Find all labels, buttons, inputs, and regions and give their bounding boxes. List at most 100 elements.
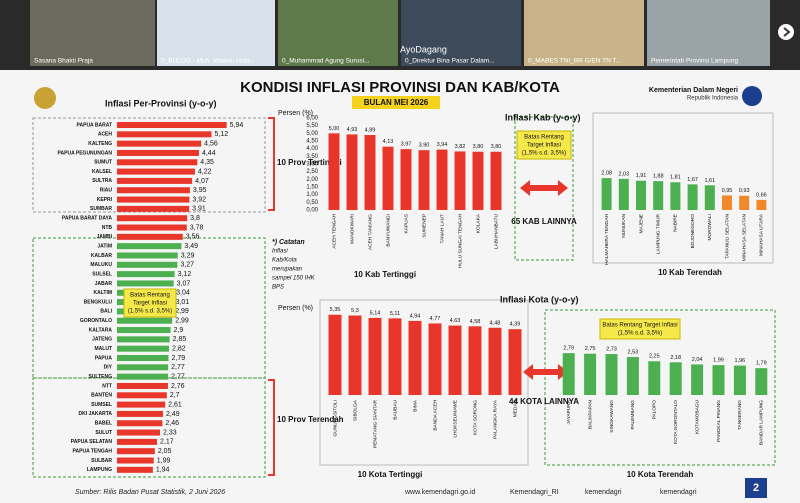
category-label: SUMBAR [90,206,112,212]
bar [490,151,502,210]
tile[interactable] [401,0,521,66]
website[interactable]: www.kemendagri.go.id [404,489,476,496]
category-label: KEPRI [97,197,113,203]
category-label: TAPANULI SELATAN [724,213,730,259]
category-label: PANGKAL PINANG [716,400,722,442]
bar [687,184,698,210]
others-label: 65 KAB LAINNYA [511,217,577,226]
bar [117,271,175,278]
bar [605,354,618,395]
value-label: 2,75 [585,346,596,352]
category-label: MINAHASA SELATAN [741,213,747,261]
category-label: NUNUKAN [621,213,627,237]
bar [448,325,462,395]
group-box [544,309,776,466]
category-label: SULUT [95,430,112,436]
tile-text: AyoDagang [400,44,447,54]
category-label: KALSEL [92,169,112,175]
value-label: 2,61 [168,401,182,408]
value-label: 3,04 [176,290,190,297]
category-label: JABAR [95,281,113,287]
value-label: 3,12 [178,271,192,278]
twitter[interactable]: Kemendagri_RI [510,489,559,496]
annotation: (1,5% s.d. 3,5%) [618,331,662,337]
y-tick-label: 3,00 [306,162,318,168]
tile[interactable] [278,0,398,66]
bar [117,159,198,166]
bar [691,364,704,395]
slide-title: KONDISI INFLASI PROVINSI DAN KAB/KOTA [240,79,560,96]
arrow [520,180,568,196]
bar [117,122,227,128]
category-label: BOJONEGORO [690,214,696,249]
bar [117,420,163,427]
bar [712,365,725,395]
category-label: KAPUAS [403,214,409,233]
category-label: PAPUA SELATAN [71,439,113,445]
category-label: JAYAPURA [566,399,572,424]
category-label: KOTA GORONTALO [673,400,679,444]
youtube[interactable]: kemendagri [585,489,622,496]
y-tick-label: 0,00 [306,208,318,214]
value-label: 3,07 [177,280,191,287]
instagram[interactable]: kemendagri [660,489,697,496]
bar [117,215,188,222]
category-label: LAMPUNG TIMUR [655,213,661,254]
value-label: 0,95 [722,188,733,194]
bar [756,199,767,210]
bar [584,353,597,395]
category-label: SINGKAWANG [609,400,615,433]
y-tick-label: 5,00 [306,131,318,137]
bar [364,135,376,210]
value-label: 4,93 [347,127,358,133]
value-label: 5,11 [390,311,400,317]
bar [382,146,394,210]
note: *) Catatan [272,239,305,246]
next-button[interactable] [778,24,794,40]
value-label: 5,94 [230,122,244,129]
y-tick-label: 2,50 [306,169,318,175]
annotation: Batas Rentang [524,135,564,141]
category-label: BANTEN [91,393,112,399]
bar [117,429,161,436]
category-label: KOTAMOBAGU [694,399,700,434]
value-label: 1,88 [653,174,664,180]
group-label: 10 Prov Terendah [277,415,344,424]
bar [117,466,153,473]
tile[interactable] [524,0,644,66]
category-label: SIBOLGA [352,399,358,421]
tile[interactable] [157,0,275,66]
category-label: LABUHANBATU [493,213,499,249]
y-tick-label: 4,50 [306,139,318,145]
value-label: 1,61 [704,178,715,184]
value-label: 2,49 [166,411,180,418]
bar [117,177,193,184]
value-label: 2,79 [172,355,186,362]
value-label: 2,79 [563,346,574,352]
category-label: BANYUWANGI [385,214,391,247]
others-label: 44 KOTA LAINNYA [509,397,579,406]
category-label: RIAU [100,188,113,194]
bar [368,317,382,395]
value-label: 1,67 [687,177,698,183]
note: Inflasi [272,249,288,255]
bar [117,233,183,240]
bar [117,280,174,287]
tile[interactable] [647,0,770,66]
category-label: BIMA [412,399,418,412]
participant-name: Pemerintah Provinsi Lampung [651,58,738,65]
category-label: HALMAHERA TENGAH [604,213,610,264]
category-label: PEMATANG SIANTAR [372,399,378,448]
bar [117,364,169,371]
participant-name: 0_MABES TNI_BR G/EN TN T... [528,58,621,65]
value-label: 2,99 [175,308,189,315]
value-label: 3,80 [491,144,502,150]
tile[interactable] [30,0,155,66]
category-label: PALEMBANG [630,400,636,430]
category-label: SUMSEL [91,402,112,408]
value-label: 2,85 [173,336,187,343]
category-label: KALTENG [88,141,112,147]
bar [408,320,422,395]
annotation: (1,5% s.d. 3,5%) [128,309,172,315]
bar [117,252,178,259]
